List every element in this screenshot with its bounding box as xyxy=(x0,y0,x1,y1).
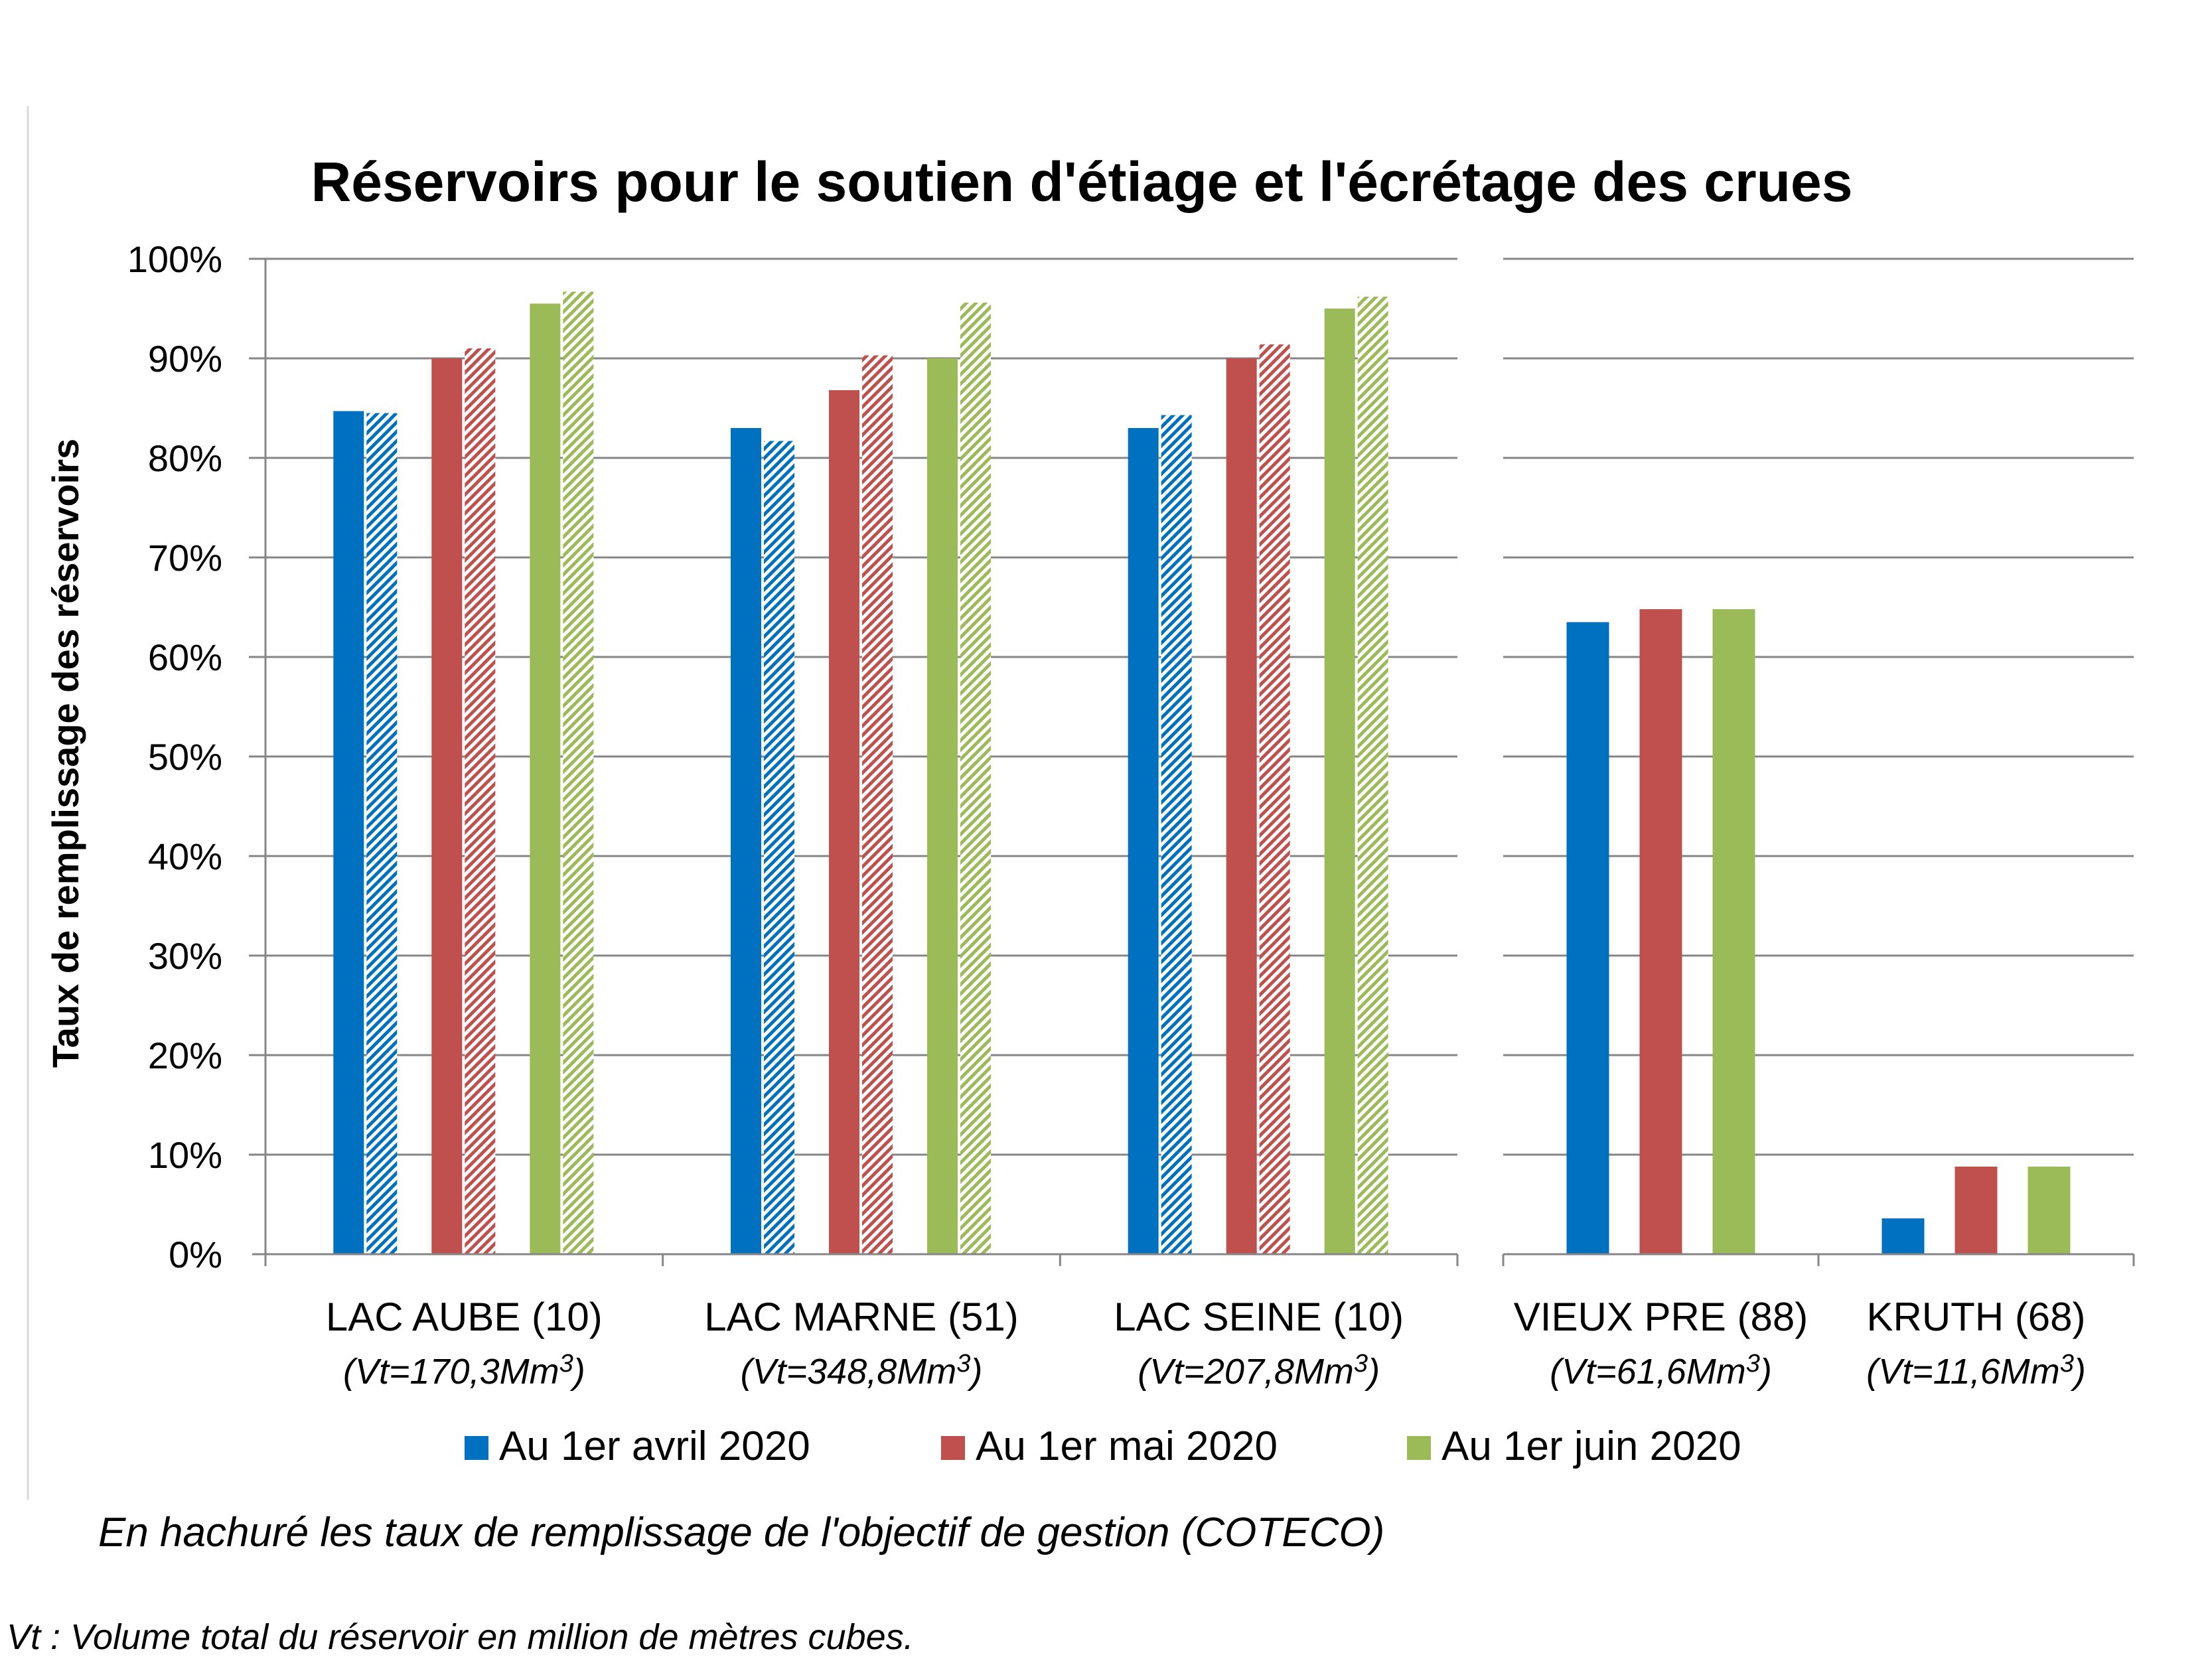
volume-label: (Vt=11,6Mm3) xyxy=(1866,1350,2086,1392)
y-tick-label: 60% xyxy=(148,636,222,678)
bar xyxy=(1128,428,1159,1254)
y-tick-label: 30% xyxy=(148,935,222,977)
y-tick-label: 70% xyxy=(148,537,222,579)
bar xyxy=(530,303,561,1254)
objective-bar xyxy=(366,413,398,1254)
y-tick-label: 40% xyxy=(148,835,222,877)
volume-label: (Vt=348,8Mm3) xyxy=(741,1350,983,1392)
bar xyxy=(1324,309,1355,1254)
y-axis-ticks: 0% 10% 20% 30% 40% 50% 60% 70% 80% 90% 100% xyxy=(127,238,222,1275)
objective-bar xyxy=(960,303,991,1254)
bar xyxy=(333,411,364,1254)
category-label: KRUTH (68) xyxy=(1866,1295,2085,1339)
category-label: LAC AUBE (10) xyxy=(326,1295,603,1339)
y-tick-label: 80% xyxy=(148,437,222,479)
objective-bar xyxy=(1161,415,1192,1254)
objective-bar xyxy=(465,348,496,1254)
volume-label: (Vt=207,8Mm3) xyxy=(1138,1350,1380,1392)
bar xyxy=(1954,1167,1998,1254)
volume-label: (Vt=170,3Mm3) xyxy=(343,1350,585,1392)
y-tick-label: 0% xyxy=(169,1234,222,1275)
legend-label-may: Au 1er mai 2020 xyxy=(976,1423,1278,1469)
legend-label-april: Au 1er avril 2020 xyxy=(499,1423,810,1469)
bar xyxy=(1226,358,1257,1254)
volume-label: (Vt=61,6Mm3) xyxy=(1550,1350,1772,1392)
bar xyxy=(431,358,463,1254)
chart-title: Réservoirs pour le soutien d'étiage et l… xyxy=(311,151,1853,213)
bar xyxy=(1712,609,1755,1254)
legend-swatch-june xyxy=(1407,1436,1431,1460)
bar xyxy=(731,428,761,1254)
category-label: LAC MARNE (51) xyxy=(704,1295,1018,1339)
objective-bar xyxy=(563,291,594,1254)
x-axes xyxy=(252,257,2135,1266)
legend: Au 1er avril 2020 Au 1er mai 2020 Au 1er… xyxy=(465,1423,1741,1469)
objective-bar xyxy=(764,441,794,1254)
objective-bar xyxy=(1259,344,1290,1254)
bar xyxy=(1881,1218,1925,1254)
y-tick-label: 10% xyxy=(148,1134,222,1176)
y-tick-label: 100% xyxy=(127,238,222,280)
footnote: Vt : Volume total du réservoir en millio… xyxy=(7,1617,914,1657)
bars xyxy=(333,291,2071,1254)
y-axis-label: Taux de remplissage des réservoirs xyxy=(44,439,86,1068)
category-labels: LAC AUBE (10) (Vt=170,3Mm3) LAC MARNE (51)… xyxy=(326,1295,2086,1392)
y-tick-label: 50% xyxy=(148,736,222,778)
category-label: LAC SEINE (10) xyxy=(1114,1295,1404,1339)
legend-label-june: Au 1er juin 2020 xyxy=(1441,1423,1741,1469)
y-tick-label: 90% xyxy=(148,338,222,380)
hatched-note: En hachuré les taux de remplissage de l'… xyxy=(98,1510,1384,1555)
bar xyxy=(829,390,859,1254)
bar xyxy=(1639,609,1682,1254)
bar xyxy=(1566,622,1609,1254)
y-tick-label: 20% xyxy=(148,1035,222,1076)
objective-bar xyxy=(862,355,893,1254)
legend-swatch-may xyxy=(941,1436,965,1460)
legend-swatch-april xyxy=(465,1436,488,1460)
objective-bar xyxy=(1357,297,1388,1254)
bar xyxy=(927,358,958,1254)
bar xyxy=(2028,1167,2071,1254)
category-label: VIEUX PRE (88) xyxy=(1514,1295,1808,1339)
